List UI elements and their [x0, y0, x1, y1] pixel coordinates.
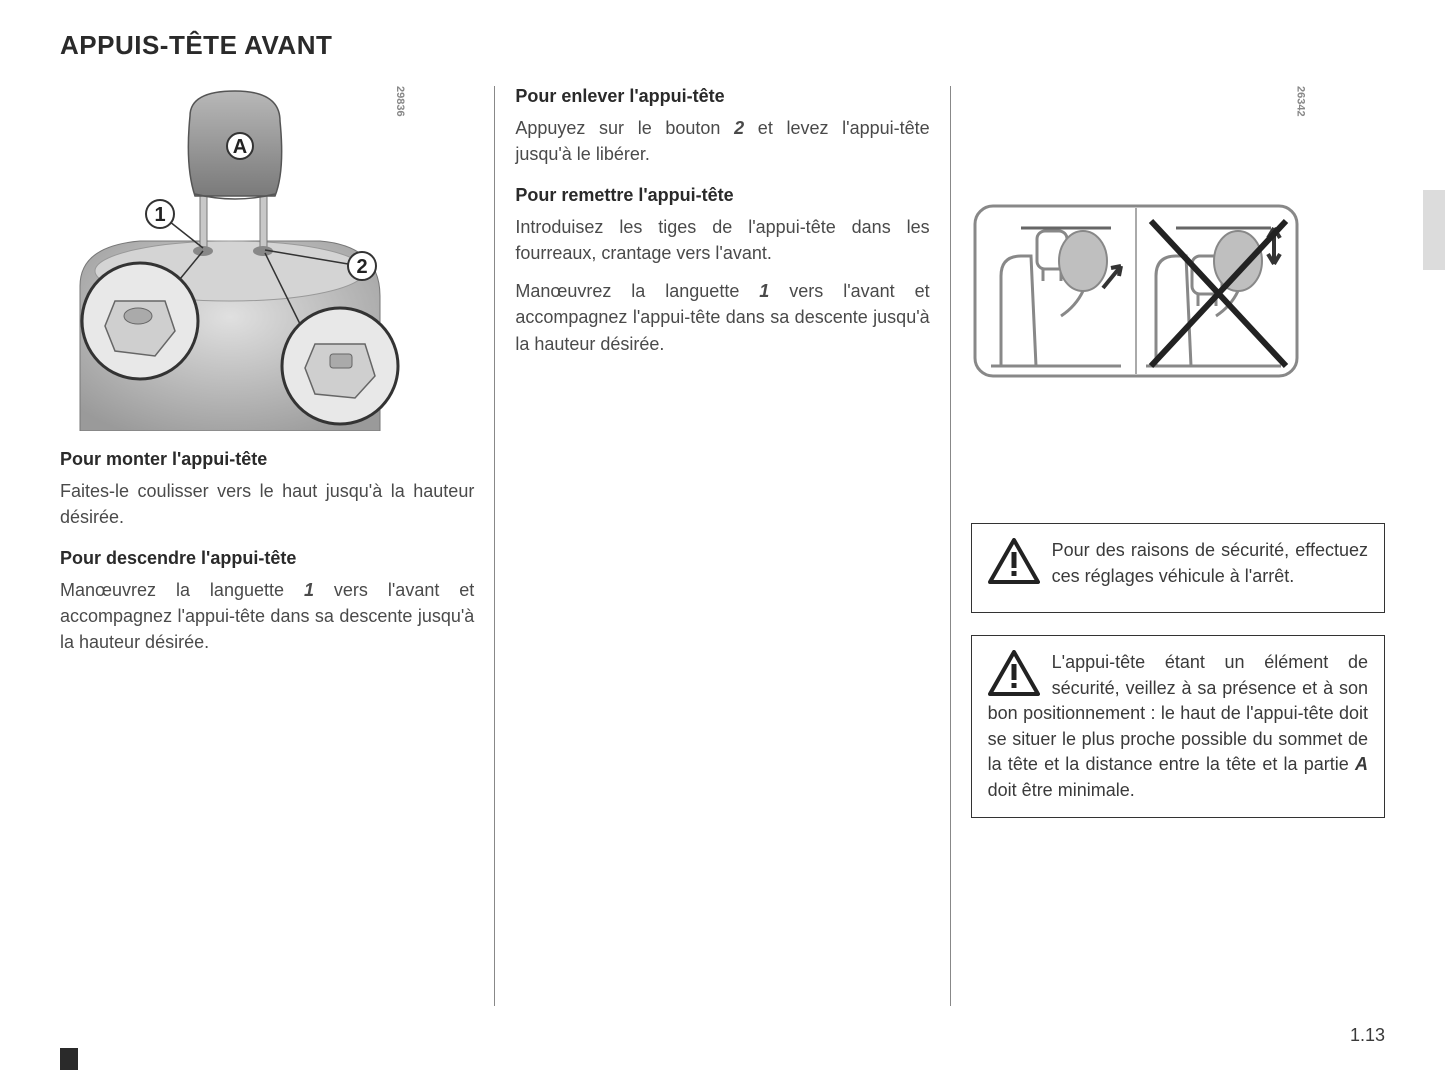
- positioning-illustration: [971, 86, 1301, 431]
- figure-headrest: 29836: [60, 86, 400, 431]
- column-1: 29836: [60, 86, 494, 1006]
- ref-1: 1: [304, 580, 314, 600]
- heading-refit: Pour remettre l'appui-tête: [515, 185, 929, 206]
- warning-box-2: L'appui-tête étant un élément de sécurit…: [971, 635, 1385, 818]
- headrest-illustration: A 1 2: [60, 86, 400, 431]
- warning-icon: [988, 650, 1040, 696]
- ref-a: A: [1355, 754, 1368, 774]
- text-refit-2: Manœuvrez la languette 1 vers l'avant et…: [515, 278, 929, 356]
- callout-a: A: [233, 136, 247, 158]
- columns: 29836: [60, 86, 1385, 1006]
- heading-raise: Pour monter l'appui-tête: [60, 449, 474, 470]
- ref-2: 2: [734, 118, 744, 138]
- warning-text-2: L'appui-tête étant un élément de sécurit…: [988, 652, 1368, 800]
- callout-1: 1: [154, 204, 165, 226]
- text-remove: Appuyez sur le bouton 2 et levez l'appui…: [515, 115, 929, 167]
- page-title: APPUIS-TÊTE AVANT: [60, 30, 1385, 61]
- figure-positioning: 26342: [971, 86, 1301, 431]
- figure-code-1: 29836: [394, 86, 406, 117]
- warning-box-1: Pour des raisons de sécurité, effectuez …: [971, 523, 1385, 613]
- heading-remove: Pour enlever l'appui-tête: [515, 86, 929, 107]
- text-lower: Manœuvrez la languette 1 vers l'avant et…: [60, 577, 474, 655]
- ref-1b: 1: [759, 281, 769, 301]
- warning-text-1: Pour des raisons de sécurité, effectuez …: [1052, 540, 1368, 586]
- footer-mark: [60, 1048, 78, 1070]
- page-number: 1.13: [1350, 1025, 1385, 1046]
- page: APPUIS-TÊTE AVANT 29836: [0, 0, 1445, 1070]
- callout-2: 2: [356, 256, 367, 278]
- text-refit-1: Introduisez les tiges de l'appui-tête da…: [515, 214, 929, 266]
- column-2: Pour enlever l'appui-tête Appuyez sur le…: [494, 86, 950, 1006]
- heading-lower: Pour descendre l'appui-tête: [60, 548, 474, 569]
- column-3: 26342: [951, 86, 1385, 1006]
- text-raise: Faites-le coulisser vers le haut jusqu'à…: [60, 478, 474, 530]
- warning-icon: [988, 538, 1040, 584]
